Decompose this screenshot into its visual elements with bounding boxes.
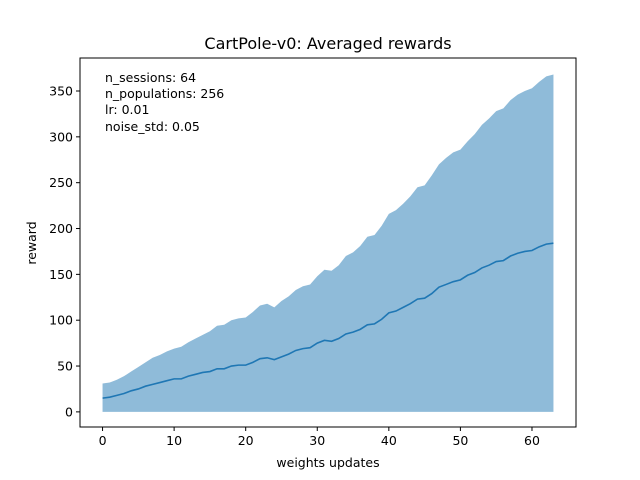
mean-reward-point xyxy=(344,332,347,335)
mean-reward-point xyxy=(216,367,219,370)
mean-reward-point xyxy=(194,373,197,376)
mean-reward-point xyxy=(144,385,147,388)
mean-reward-point xyxy=(430,292,433,295)
mean-reward-point xyxy=(380,318,383,321)
mean-reward-point xyxy=(452,280,455,283)
x-tick-label: 10 xyxy=(166,433,182,448)
mean-reward-point xyxy=(530,249,533,252)
mean-reward-point xyxy=(280,355,283,358)
hyperparameter-annotation: n_sessions: 64 n_populations: 256 lr: 0.… xyxy=(105,70,224,134)
mean-reward-point xyxy=(294,349,297,352)
mean-reward-point xyxy=(230,365,233,368)
mean-reward-point xyxy=(323,339,326,342)
mean-reward-point xyxy=(151,383,154,386)
mean-reward-point xyxy=(316,342,319,345)
y-tick-label: 250 xyxy=(49,175,73,190)
x-tick-label: 0 xyxy=(99,433,107,448)
mean-reward-point xyxy=(223,367,226,370)
mean-reward-point xyxy=(402,306,405,309)
mean-reward-point xyxy=(259,357,262,360)
mean-reward-point xyxy=(301,347,304,350)
x-axis-label: weights updates xyxy=(276,455,379,470)
mean-reward-point xyxy=(187,375,190,378)
annotation-line-populations: n_populations: 256 xyxy=(105,86,224,101)
mean-reward-point xyxy=(466,274,469,277)
axes-frame xyxy=(79,57,577,428)
x-axis-ticks: 0 10 20 30 40 50 60 xyxy=(99,427,540,448)
mean-reward-point xyxy=(488,264,491,267)
mean-reward-point xyxy=(352,331,355,334)
y-tick-label: 50 xyxy=(57,359,73,374)
mean-reward-point xyxy=(423,297,426,300)
mean-reward-point xyxy=(359,328,362,331)
mean-reward-point xyxy=(445,283,448,286)
mean-reward-point xyxy=(495,260,498,263)
mean-reward-point xyxy=(101,397,104,400)
annotation-line-sessions: n_sessions: 64 xyxy=(105,70,196,85)
mean-reward-point xyxy=(237,364,240,367)
y-tick-label: 150 xyxy=(49,267,73,282)
x-tick-label: 60 xyxy=(524,433,540,448)
mean-reward-point xyxy=(158,381,161,384)
mean-reward-point xyxy=(545,243,548,246)
y-tick-label: 0 xyxy=(65,404,73,419)
mean-reward-point xyxy=(201,371,204,374)
y-tick-label: 100 xyxy=(49,313,73,328)
mean-reward-point xyxy=(373,322,376,325)
x-tick-label: 40 xyxy=(381,433,397,448)
mean-reward-point xyxy=(137,387,140,390)
mean-reward-point xyxy=(330,340,333,343)
mean-reward-point xyxy=(165,379,168,382)
y-tick-label: 350 xyxy=(49,84,73,99)
mean-reward-point xyxy=(523,250,526,253)
annotation-line-noise-std: noise_std: 0.05 xyxy=(105,119,200,134)
y-axis-label: reward xyxy=(24,221,39,264)
mean-reward-point xyxy=(437,286,440,289)
mean-reward-point xyxy=(337,337,340,340)
mean-reward-point xyxy=(516,252,519,255)
mean-reward-point xyxy=(115,394,118,397)
x-tick-label: 50 xyxy=(452,433,468,448)
reward-band-area xyxy=(102,74,554,412)
annotation-line-lr: lr: 0.01 xyxy=(105,102,149,117)
mean-reward-point xyxy=(244,364,247,367)
mean-reward-point xyxy=(173,377,176,380)
mean-reward-point xyxy=(416,298,419,301)
mean-reward-point xyxy=(409,302,412,305)
mean-reward-point xyxy=(108,396,111,399)
plot-area xyxy=(101,74,555,412)
y-axis-ticks: 0 50 100 150 200 250 300 350 xyxy=(49,84,80,419)
mean-reward-point xyxy=(366,323,369,326)
mean-reward-point xyxy=(180,377,183,380)
y-tick-label: 300 xyxy=(49,129,73,144)
mean-reward-point xyxy=(208,370,211,373)
mean-reward-point xyxy=(287,353,290,356)
mean-reward-point xyxy=(509,255,512,258)
mean-reward-point xyxy=(273,358,276,361)
mean-reward-point xyxy=(473,271,476,274)
mean-reward-point xyxy=(309,346,312,349)
mean-reward-point xyxy=(394,310,397,313)
mean-reward-point xyxy=(251,361,254,364)
chart-title: CartPole-v0: Averaged rewards xyxy=(204,34,451,53)
mean-reward-point xyxy=(459,278,462,281)
mean-reward-point xyxy=(538,245,541,248)
x-tick-label: 30 xyxy=(309,433,325,448)
mean-reward-point xyxy=(552,242,555,245)
mean-reward-point xyxy=(266,356,269,359)
mean-reward-point xyxy=(480,266,483,269)
mean-reward-point xyxy=(123,392,126,395)
mean-reward-line xyxy=(102,242,554,399)
mean-reward-point xyxy=(130,389,133,392)
mean-reward-point xyxy=(387,311,390,314)
mean-reward-point xyxy=(502,259,505,262)
y-tick-label: 200 xyxy=(49,221,73,236)
x-tick-label: 20 xyxy=(238,433,254,448)
